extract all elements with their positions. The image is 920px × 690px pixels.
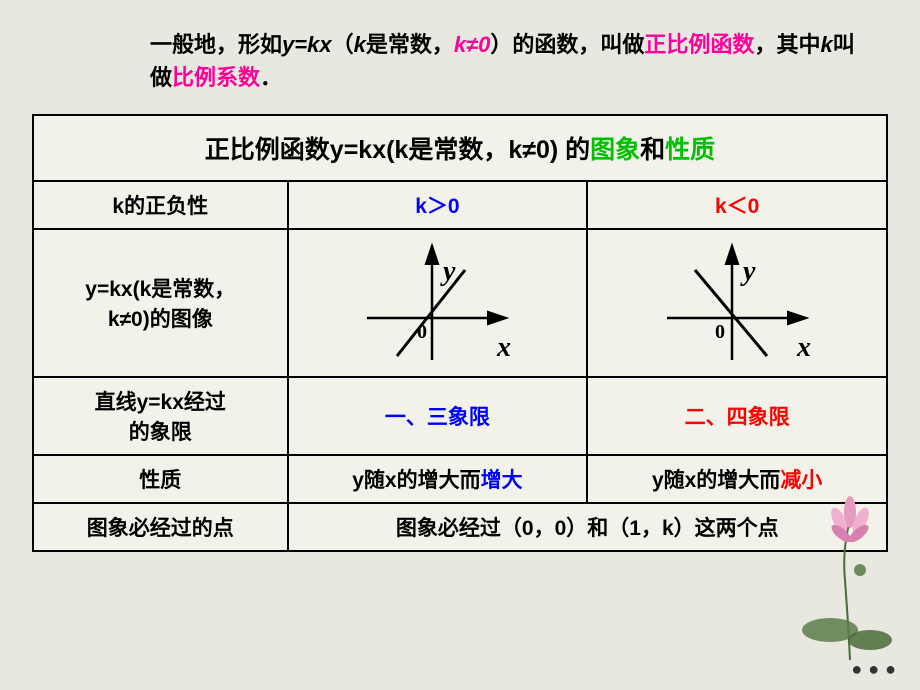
property-row: 性质 y随x的增大而增大 y随x的增大而减小 bbox=[33, 455, 887, 503]
intro-eq: y=kx bbox=[282, 32, 332, 57]
prop-pos-pre: y随x的增大而 bbox=[352, 469, 480, 492]
intro-mid3: ）的函数，叫做 bbox=[490, 32, 644, 57]
intro-term2: 比例系数 bbox=[172, 65, 260, 90]
intro-kneq: k≠0 bbox=[454, 32, 491, 57]
sign-label: k的正负性 bbox=[33, 181, 288, 229]
graph-pos-svg: y x 0 bbox=[347, 238, 527, 368]
quad-label2: 的象限 bbox=[129, 421, 192, 444]
intro-mid1: （ bbox=[332, 32, 354, 57]
graph-neg-cell: y x 0 bbox=[587, 229, 887, 377]
intro-text: 一般地，形如y=kx（k是常数，k≠0）的函数，叫做正比例函数，其中k叫做比例系… bbox=[0, 0, 920, 106]
intro-term1: 正比例函数 bbox=[644, 32, 754, 57]
property-neg: y随x的增大而减小 bbox=[587, 455, 887, 503]
points-label: 图象必经过的点 bbox=[33, 503, 288, 551]
intro-end: ． bbox=[260, 65, 282, 90]
graph-row: y=kx(k是常数， k≠0)的图像 y x 0 bbox=[33, 229, 887, 377]
quadrant-pos: 一、三象限 bbox=[288, 377, 588, 455]
prop-neg-kw: 减小 bbox=[780, 469, 822, 492]
quadrant-row: 直线y=kx经过 的象限 一、三象限 二、四象限 bbox=[33, 377, 887, 455]
sign-neg: k＜0 bbox=[587, 181, 887, 229]
prop-pos-kw: 增大 bbox=[481, 469, 523, 492]
intro-k2: k bbox=[820, 32, 832, 57]
o-label-neg: 0 bbox=[715, 321, 725, 343]
hdr-graph: 图象 bbox=[590, 136, 640, 164]
property-pos: y随x的增大而增大 bbox=[288, 455, 588, 503]
sign-row: k的正负性 k＞0 k＜0 bbox=[33, 181, 887, 229]
hdr-prop: 性质 bbox=[665, 136, 715, 164]
intro-mid4: ，其中 bbox=[754, 32, 820, 57]
quad-label1: 直线y=kx经过 bbox=[95, 391, 226, 414]
quadrant-neg: 二、四象限 bbox=[587, 377, 887, 455]
graph-neg-svg: y x 0 bbox=[647, 238, 827, 368]
x-label-neg: x bbox=[796, 332, 811, 363]
intro-pre: 一般地，形如 bbox=[150, 32, 282, 57]
points-value: 图象必经过（0，0）和（1，k）这两个点 bbox=[288, 503, 887, 551]
y-label-pos: y bbox=[440, 256, 456, 287]
y-label-neg: y bbox=[740, 256, 756, 287]
properties-table: 正比例函数y=kx(k是常数，k≠0) 的图象和性质 k的正负性 k＞0 k＜0… bbox=[32, 114, 888, 552]
quadrant-label: 直线y=kx经过 的象限 bbox=[33, 377, 288, 455]
prop-neg-pre: y随x的增大而 bbox=[652, 469, 780, 492]
graph-label1: y=kx(k是常数， bbox=[85, 278, 235, 301]
graph-pos-cell: y x 0 bbox=[288, 229, 588, 377]
sign-pos: k＞0 bbox=[288, 181, 588, 229]
hdr-pre: 正比例函数y=kx(k是常数，k≠0) 的 bbox=[205, 136, 590, 164]
points-row: 图象必经过的点 图象必经过（0，0）和（1，k）这两个点 bbox=[33, 503, 887, 551]
x-label-pos: x bbox=[496, 332, 511, 363]
table-header: 正比例函数y=kx(k是常数，k≠0) 的图象和性质 bbox=[33, 115, 887, 181]
intro-mid2: 是常数， bbox=[366, 32, 454, 57]
property-label: 性质 bbox=[33, 455, 288, 503]
o-label-pos: 0 bbox=[417, 321, 427, 343]
intro-k1: k bbox=[354, 32, 366, 57]
table-header-row: 正比例函数y=kx(k是常数，k≠0) 的图象和性质 bbox=[33, 115, 887, 181]
hdr-and: 和 bbox=[640, 136, 665, 164]
graph-label2: k≠0)的图像 bbox=[108, 308, 213, 331]
page-dots-icon: ●●● bbox=[851, 659, 902, 680]
graph-label: y=kx(k是常数， k≠0)的图像 bbox=[33, 229, 288, 377]
